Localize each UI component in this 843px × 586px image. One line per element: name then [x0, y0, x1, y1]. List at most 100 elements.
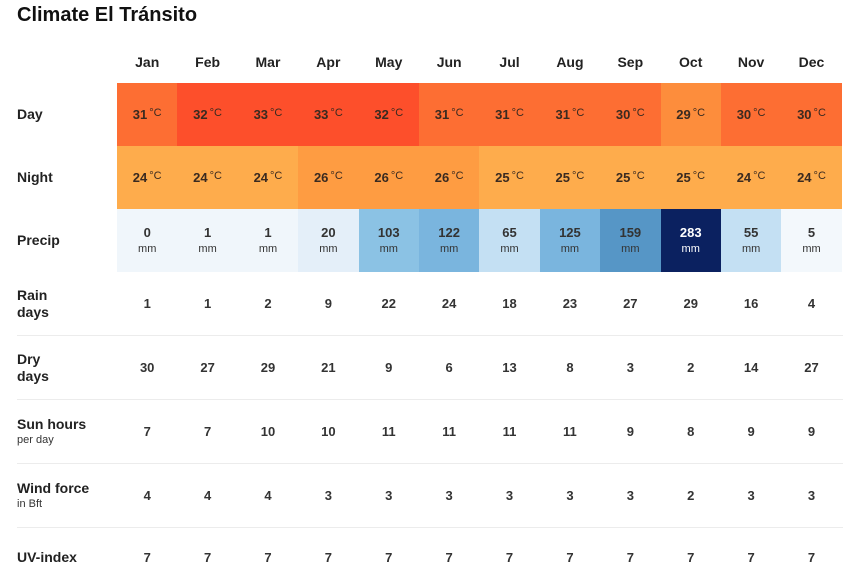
temp-unit: °C — [270, 169, 283, 182]
rain-days-cell: 1 — [203, 296, 212, 311]
precip-cell: 125 mm — [539, 209, 601, 272]
temp-value: 31 — [434, 107, 450, 122]
rain-days-cell: 27 — [623, 296, 638, 311]
climate-table: Jan Feb Mar Apr May Jun Jul Aug Sep Oct Nov Dec Day… — [17, 40, 843, 586]
day-temp-cell: 30 °C — [600, 83, 661, 146]
precip-unit: mm — [500, 242, 519, 255]
dry-days-cell: 13 — [502, 360, 517, 375]
rain-days-cell: 16 — [743, 296, 759, 311]
temp-value: 24 — [253, 170, 269, 185]
precip-unit: mm — [198, 242, 217, 255]
night-temp-cell: 25 °C — [539, 146, 601, 209]
rain-days-cell: 23 — [562, 296, 578, 311]
sun-hours-cell: 10 — [321, 424, 336, 439]
uv-index-cell: 7 — [445, 549, 453, 565]
temp-value: 30 — [797, 107, 812, 122]
temp-unit: °C — [149, 169, 162, 182]
sun-hours-cell: 11 — [442, 424, 457, 439]
sun-hours-cell: 9 — [747, 424, 755, 439]
temp-value: 33 — [253, 107, 269, 122]
temp-unit: °C — [330, 169, 343, 182]
day-temp-cell: 29 °C — [660, 83, 721, 146]
sun-hours-cell: 7 — [143, 424, 151, 439]
temp-unit: °C — [571, 106, 585, 119]
temp-value: 31 — [495, 107, 510, 122]
rain-days-cell: 2 — [264, 296, 272, 311]
wind-force-cell: 3 — [505, 488, 514, 503]
uv-index-cell: 7 — [264, 549, 272, 565]
day-temp-cell: 31 °C — [418, 83, 480, 146]
wind-force-cell: 4 — [264, 488, 272, 503]
uv-index-cell: 7 — [203, 549, 212, 565]
temp-value: 24 — [797, 170, 812, 185]
wind-force-cell: 3 — [747, 488, 755, 503]
sun-hours-cell: 8 — [687, 424, 695, 439]
month-header: Apr — [316, 53, 341, 70]
wind-force-cell: 4 — [143, 488, 151, 503]
month-header: Aug — [556, 53, 584, 70]
temp-value: 29 — [676, 107, 691, 122]
precip-cell: 1 mm — [177, 209, 238, 272]
row-label-precip: Precip — [17, 232, 60, 248]
temp-value: 25 — [555, 170, 570, 185]
row-label-wind-force: Wind force in Bft — [17, 479, 90, 510]
row-label-dry-days: Dry days — [17, 350, 49, 384]
night-temp-row: Night 24 °C 24 °C 24 °C 26 °C 26 °C 26 °C 25 °C 25 °C 25… — [17, 146, 843, 209]
uv-index-cell: 7 — [566, 549, 574, 565]
temp-unit: °C — [813, 106, 826, 119]
temp-value: 31 — [555, 107, 570, 122]
temp-unit: °C — [632, 169, 645, 182]
night-temp-cell: 25 °C — [479, 146, 540, 209]
precip-value: 20 — [321, 224, 336, 240]
dry-days-cell: 27 — [200, 360, 215, 375]
dry-days-cell: 29 — [260, 360, 276, 375]
month-header: May — [375, 53, 403, 70]
precip-value: 5 — [807, 224, 816, 240]
precip-cell: 5 mm — [781, 209, 842, 272]
temp-value: 30 — [615, 107, 631, 122]
wind-force-cell: 3 — [807, 488, 816, 503]
month-header: Jan — [135, 53, 160, 70]
temp-unit: °C — [451, 169, 464, 182]
header-spacer — [17, 40, 117, 83]
precip-unit: mm — [681, 242, 700, 255]
dry-days-cell: 14 — [743, 360, 759, 375]
precip-cell: 0 mm — [117, 209, 178, 272]
month-header: Oct — [679, 53, 703, 70]
day-temp-cell: 31 °C — [479, 83, 540, 146]
precip-row: Precip 0 mm 1 mm 1 mm 20 mm 103 mm 122 mm 65 mm 125 mm 1… — [17, 209, 843, 272]
dry-days-cell: 8 — [566, 360, 574, 375]
night-temp-cell: 26 °C — [418, 146, 480, 209]
precip-cell: 159 mm — [600, 209, 661, 272]
precip-value: 103 — [377, 224, 400, 240]
rain-days-cell: 9 — [324, 296, 332, 311]
night-temp-cell: 24 °C — [117, 146, 178, 209]
temp-unit: °C — [692, 106, 706, 119]
rain-days-cell: 4 — [807, 296, 816, 311]
rain-days-cell: 1 — [143, 296, 151, 311]
precip-cell: 283 mm — [660, 209, 721, 272]
day-temp-cell: 31 °C — [539, 83, 601, 146]
temp-value: 26 — [374, 170, 389, 185]
temp-value: 25 — [615, 170, 631, 185]
temp-value: 30 — [736, 107, 752, 122]
night-temp-cell: 25 °C — [660, 146, 721, 209]
temp-unit: °C — [632, 106, 645, 119]
dry-days-cell: 2 — [687, 360, 695, 375]
wind-force-cell: 3 — [445, 488, 453, 503]
night-temp-cell: 25 °C — [600, 146, 661, 209]
precip-value: 0 — [143, 224, 151, 240]
wind-force-cell: 4 — [203, 488, 212, 503]
month-header: Nov — [737, 53, 765, 70]
uv-index-cell: 7 — [505, 549, 514, 565]
sun-hours-cell: 9 — [807, 424, 816, 439]
night-temp-cell: 24 °C — [781, 146, 842, 209]
sun-hours-cell: 7 — [203, 424, 212, 439]
precip-value: 159 — [619, 224, 642, 240]
precip-value: 1 — [264, 224, 272, 240]
precip-cell: 20 mm — [298, 209, 359, 272]
sun-hours-cell: 9 — [626, 424, 634, 439]
precip-cell: 1 mm — [237, 209, 299, 272]
day-temp-cell: 31 °C — [117, 83, 178, 146]
temp-unit: °C — [390, 106, 404, 119]
